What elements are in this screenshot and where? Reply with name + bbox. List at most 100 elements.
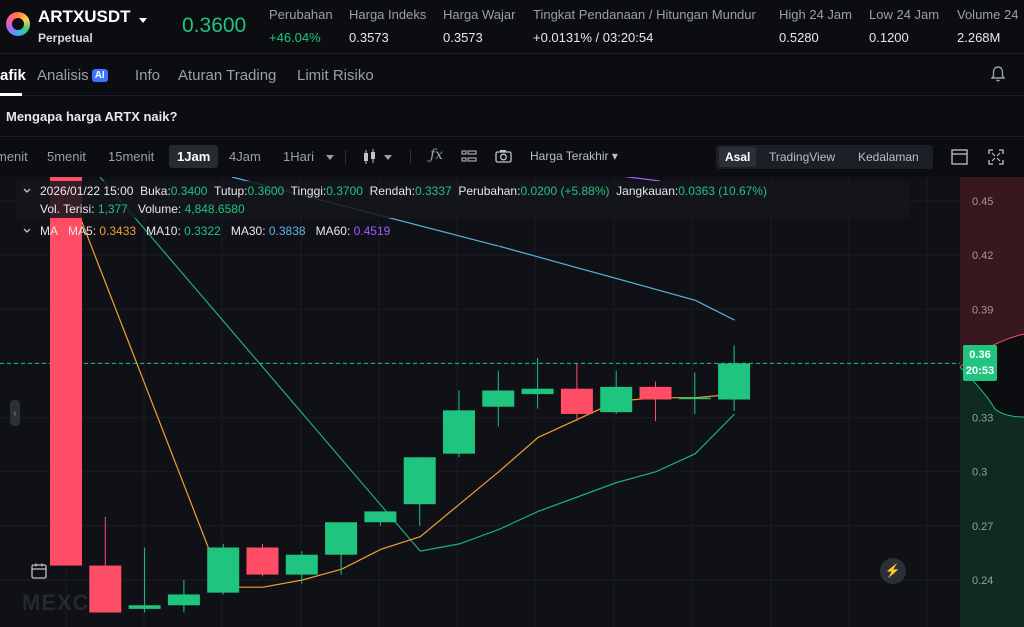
ma30-line [498, 245, 735, 321]
view-depth[interactable]: Kedalaman [858, 150, 919, 164]
candle-body-up [443, 410, 475, 454]
timeframe-4h[interactable]: 4Jam [229, 149, 261, 164]
ma60-label: MA60: [315, 224, 351, 238]
candle-body-up [718, 363, 751, 400]
candle-body-up [207, 547, 240, 593]
legend-high: 0.3700 [326, 184, 363, 198]
why-price-rise-question[interactable]: Mengapa harga ARTX naik? [6, 109, 178, 124]
calendar-icon[interactable] [30, 562, 48, 580]
fullscreen-icon[interactable] [988, 149, 1004, 165]
stat-label: High 24 Jam [779, 7, 852, 22]
legend-date: 2026/01/22 15:00 [40, 184, 134, 198]
chevron-left-icon[interactable]: ‹ [10, 400, 20, 426]
legend-volt-label: Vol. Terisi: [40, 202, 95, 216]
legend-change-label: Perubahan: [458, 184, 521, 198]
token-logo-icon [6, 12, 30, 36]
tab-analysis[interactable]: Analisis AI [37, 67, 108, 84]
y-tick-label: 0.45 [972, 196, 993, 208]
stat-value: 2.268M [957, 30, 1001, 45]
volume-legend: Vol. Terisi: 1,377 Volume: 4,848.6580 [40, 202, 245, 216]
ma10-label: MA10: [146, 224, 181, 238]
candle-type-caret-icon[interactable] [383, 152, 393, 162]
stat-label: Volume 24 [957, 7, 1019, 22]
stat-value: +0.0131% / 03:20:54 [533, 30, 654, 45]
chart-toolbar: menit 5menit 15menit 1Jam 4Jam 1Hari ƒx … [0, 140, 1024, 174]
timeframe-1m[interactable]: menit [0, 149, 28, 164]
stat-volume-24h: Volume 24 2.268M [957, 7, 1018, 45]
watermark-logo: MEXC [22, 590, 90, 615]
chevron-down-icon: ▾ [611, 149, 618, 163]
stat-value: +46.04% [269, 30, 321, 45]
legend-high-label: Tinggi: [290, 184, 327, 198]
stat-high-24h: High 24 Jam 0.5280 [779, 7, 852, 45]
ma-legend-collapse-icon[interactable] [22, 226, 32, 236]
stat-value: 0.1200 [869, 30, 909, 45]
depth-sell-area [960, 177, 1024, 367]
last-price: 0.3600 [182, 14, 247, 37]
legend-low-label: Rendah: [369, 184, 415, 198]
candle-countdown: 20:53 [965, 365, 995, 377]
contract-type-label: Perpetual [38, 31, 93, 45]
stat-value: 0.3573 [443, 30, 483, 45]
ma-label: MA [40, 224, 58, 238]
ma10-line [420, 413, 736, 552]
indicator-fx-icon[interactable]: ƒx [430, 147, 444, 163]
legend-collapse-icon[interactable] [22, 186, 32, 196]
legend-range: 0.0363 (10.67%) [678, 184, 767, 198]
stat-index-price: Harga Indeks 0.3573 [349, 7, 426, 45]
candle-body-up [678, 397, 711, 400]
price-type-value: Harga Terakhir [530, 149, 609, 163]
layout-grid-icon[interactable] [461, 149, 477, 165]
ma30-label: MA30: [230, 224, 266, 238]
timeframe-more-caret-icon[interactable] [325, 152, 335, 162]
tab-info[interactable]: Info [135, 67, 161, 84]
symbol-name[interactable]: ARTXUSDT [38, 7, 131, 26]
chart-area[interactable]: 0.45 0.42 0.39 0.36 0.33 0.3 0.27 0.24 [0, 170, 1024, 627]
candle-body-up [521, 388, 554, 395]
stat-value: 0.3573 [349, 30, 389, 45]
y-tick-label: 0.39 [972, 304, 993, 316]
view-tradingview[interactable]: TradingView [769, 150, 836, 164]
symbol-dropdown-caret-icon[interactable] [137, 14, 149, 26]
price-axis-background [960, 177, 1024, 627]
tab-analysis-label: Analisis [37, 67, 89, 84]
toolbar-separator [410, 150, 411, 164]
y-tick-label: 0.27 [972, 521, 993, 533]
candle-body-up [167, 594, 200, 606]
tab-chart[interactable]: afik [0, 67, 26, 84]
timeframe-1h[interactable]: 1Jam [169, 145, 219, 168]
y-tick-label: 0.24 [972, 575, 993, 587]
legend-open: 0.3400 [170, 184, 208, 198]
ma5-value: 0.3433 [99, 224, 137, 238]
candle-body-down [50, 172, 82, 566]
depth-buy-area [960, 367, 1024, 627]
camera-icon[interactable] [495, 149, 512, 164]
ma-legend: MA MA5: 0.3433 MA10: 0.3322 MA30: 0.3838… [40, 224, 390, 238]
ma60-value: 0.4519 [353, 224, 391, 238]
current-price-tag: 0.36 20:53 [963, 345, 997, 381]
candle-body-down [246, 547, 279, 575]
candle-body-up [128, 605, 161, 609]
bell-icon[interactable] [990, 65, 1006, 83]
candle-type-icon[interactable] [362, 148, 378, 166]
lightning-icon[interactable]: ⚡ [880, 558, 906, 584]
view-original[interactable]: Asal [719, 147, 757, 167]
panel-layout-icon[interactable] [951, 149, 968, 165]
stat-value: 0.5280 [779, 30, 819, 45]
ma10-value: 0.3322 [184, 224, 221, 238]
timeframe-5m[interactable]: 5menit [47, 149, 87, 164]
stat-label: Harga Indeks [349, 7, 427, 22]
timeframe-15m[interactable]: 15menit [108, 149, 155, 164]
divider [0, 136, 1024, 137]
price-type-select[interactable]: Harga Terakhir ▾ [530, 149, 618, 163]
tab-bar: afik Analisis AI Info Aturan Trading Limi… [0, 56, 1024, 96]
candle-body-up [325, 522, 358, 555]
legend-range-label: Jangkauan: [616, 184, 679, 198]
timeframe-1d[interactable]: 1Hari [283, 149, 315, 164]
y-tick-label: 0.3 [972, 467, 987, 479]
tab-trading-rules[interactable]: Aturan Trading [178, 67, 277, 84]
ma10-line-lead [99, 176, 421, 552]
tab-risk-limit[interactable]: Limit Risiko [297, 67, 374, 84]
candlestick-chart[interactable]: 0.45 0.42 0.39 0.36 0.33 0.3 0.27 0.24 [0, 170, 1024, 627]
stat-label: Harga Wajar [443, 7, 516, 22]
